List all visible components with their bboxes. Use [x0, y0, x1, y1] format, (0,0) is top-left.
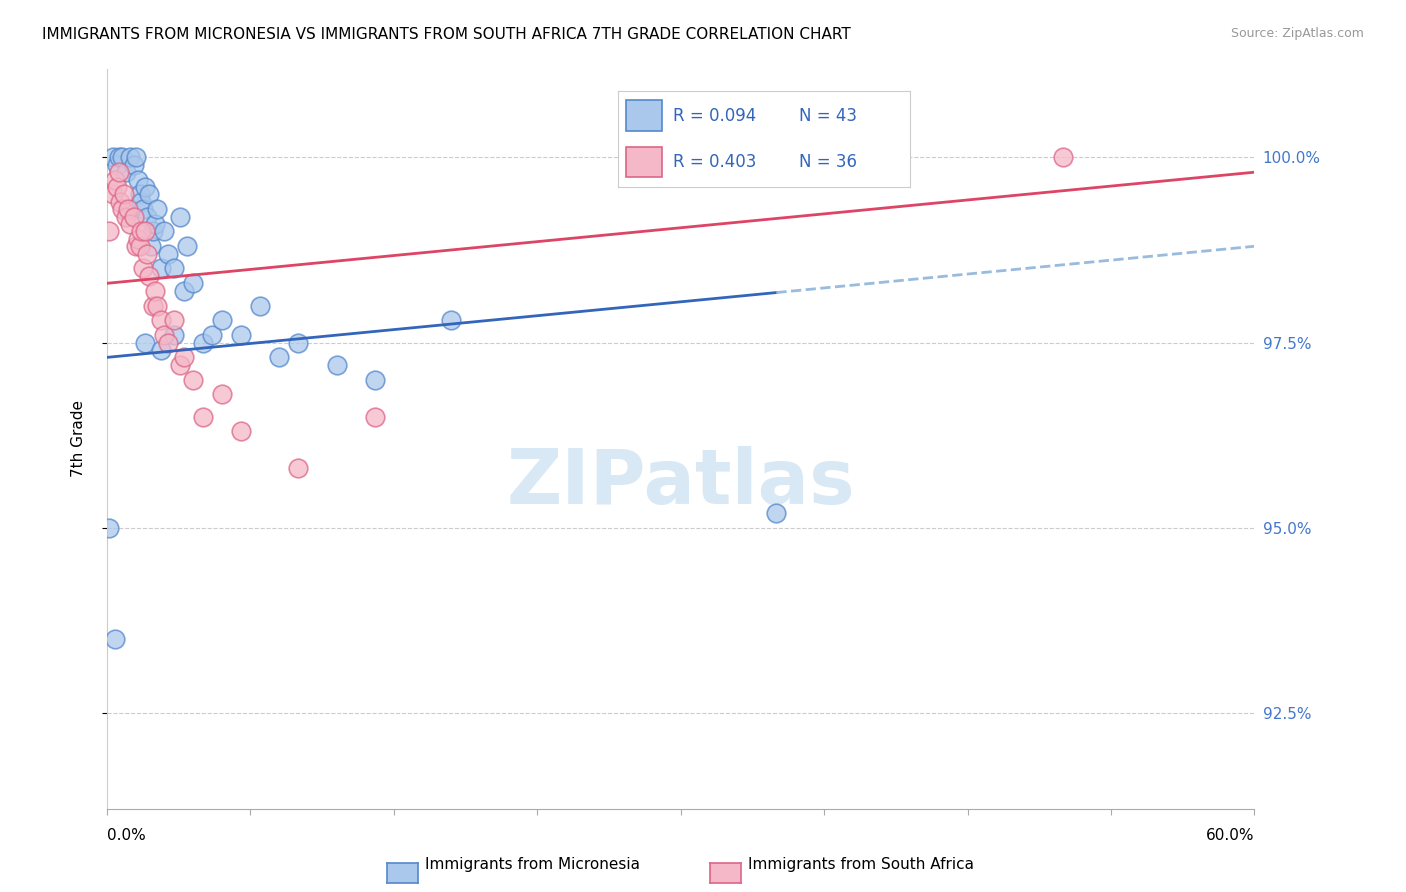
- Point: [107, 150, 129, 164]
- Point: [163, 328, 186, 343]
- Point: [115, 210, 138, 224]
- Point: [181, 277, 204, 291]
- Point: [142, 224, 165, 238]
- Point: [132, 202, 155, 217]
- Point: [111, 150, 134, 164]
- Point: [163, 261, 186, 276]
- Point: [176, 239, 198, 253]
- Point: [169, 358, 191, 372]
- Point: [157, 335, 180, 350]
- Point: [127, 172, 149, 186]
- Point: [169, 210, 191, 224]
- Point: [131, 224, 153, 238]
- Point: [112, 187, 135, 202]
- Point: [118, 150, 141, 164]
- Point: [127, 232, 149, 246]
- Point: [125, 150, 148, 164]
- Point: [101, 150, 124, 164]
- Text: IMMIGRANTS FROM MICRONESIA VS IMMIGRANTS FROM SOUTH AFRICA 7TH GRADE CORRELATION: IMMIGRANTS FROM MICRONESIA VS IMMIGRANTS…: [42, 27, 851, 42]
- Point: [364, 409, 387, 424]
- Point: [131, 194, 153, 209]
- Point: [134, 224, 156, 238]
- Point: [115, 165, 138, 179]
- Point: [104, 172, 127, 186]
- Point: [138, 187, 160, 202]
- Point: [229, 328, 252, 343]
- Text: ZIPatlas: ZIPatlas: [506, 446, 855, 520]
- Point: [118, 217, 141, 231]
- Point: [107, 165, 129, 179]
- Text: 60.0%: 60.0%: [1206, 828, 1254, 843]
- Point: [146, 202, 169, 217]
- Point: [191, 409, 214, 424]
- Point: [128, 239, 150, 253]
- Point: [173, 284, 195, 298]
- Point: [146, 299, 169, 313]
- Point: [128, 187, 150, 202]
- Point: [149, 313, 172, 327]
- Point: [143, 217, 166, 231]
- Point: [134, 335, 156, 350]
- Point: [111, 202, 134, 217]
- Point: [134, 180, 156, 194]
- Point: [211, 313, 233, 327]
- Point: [149, 261, 172, 276]
- Point: [269, 351, 291, 365]
- Point: [117, 202, 139, 217]
- Point: [122, 210, 145, 224]
- Point: [440, 313, 463, 327]
- Point: [122, 158, 145, 172]
- Point: [105, 180, 128, 194]
- Point: [181, 373, 204, 387]
- Text: 0.0%: 0.0%: [107, 828, 146, 843]
- Point: [110, 194, 132, 209]
- Point: [249, 299, 271, 313]
- Point: [325, 358, 347, 372]
- Point: [173, 351, 195, 365]
- Point: [139, 239, 162, 253]
- Point: [157, 246, 180, 260]
- Point: [364, 373, 387, 387]
- Point: [142, 299, 165, 313]
- Point: [149, 343, 172, 357]
- Point: [132, 261, 155, 276]
- Point: [153, 224, 176, 238]
- Point: [163, 313, 186, 327]
- Point: [143, 284, 166, 298]
- Y-axis label: 7th Grade: 7th Grade: [72, 401, 86, 477]
- Point: [98, 521, 121, 535]
- Point: [765, 506, 787, 520]
- Point: [191, 335, 214, 350]
- Point: [211, 387, 233, 401]
- Point: [98, 224, 121, 238]
- Point: [153, 328, 176, 343]
- Point: [101, 187, 124, 202]
- Point: [138, 268, 160, 283]
- Text: Immigrants from South Africa: Immigrants from South Africa: [748, 857, 974, 872]
- Point: [125, 239, 148, 253]
- Point: [136, 246, 159, 260]
- Point: [105, 158, 128, 172]
- Point: [287, 461, 309, 475]
- Point: [104, 632, 127, 646]
- Point: [136, 210, 159, 224]
- Point: [201, 328, 224, 343]
- Point: [1052, 150, 1074, 164]
- Text: Immigrants from Micronesia: Immigrants from Micronesia: [425, 857, 640, 872]
- Text: Source: ZipAtlas.com: Source: ZipAtlas.com: [1230, 27, 1364, 40]
- Point: [229, 425, 252, 439]
- Point: [287, 335, 309, 350]
